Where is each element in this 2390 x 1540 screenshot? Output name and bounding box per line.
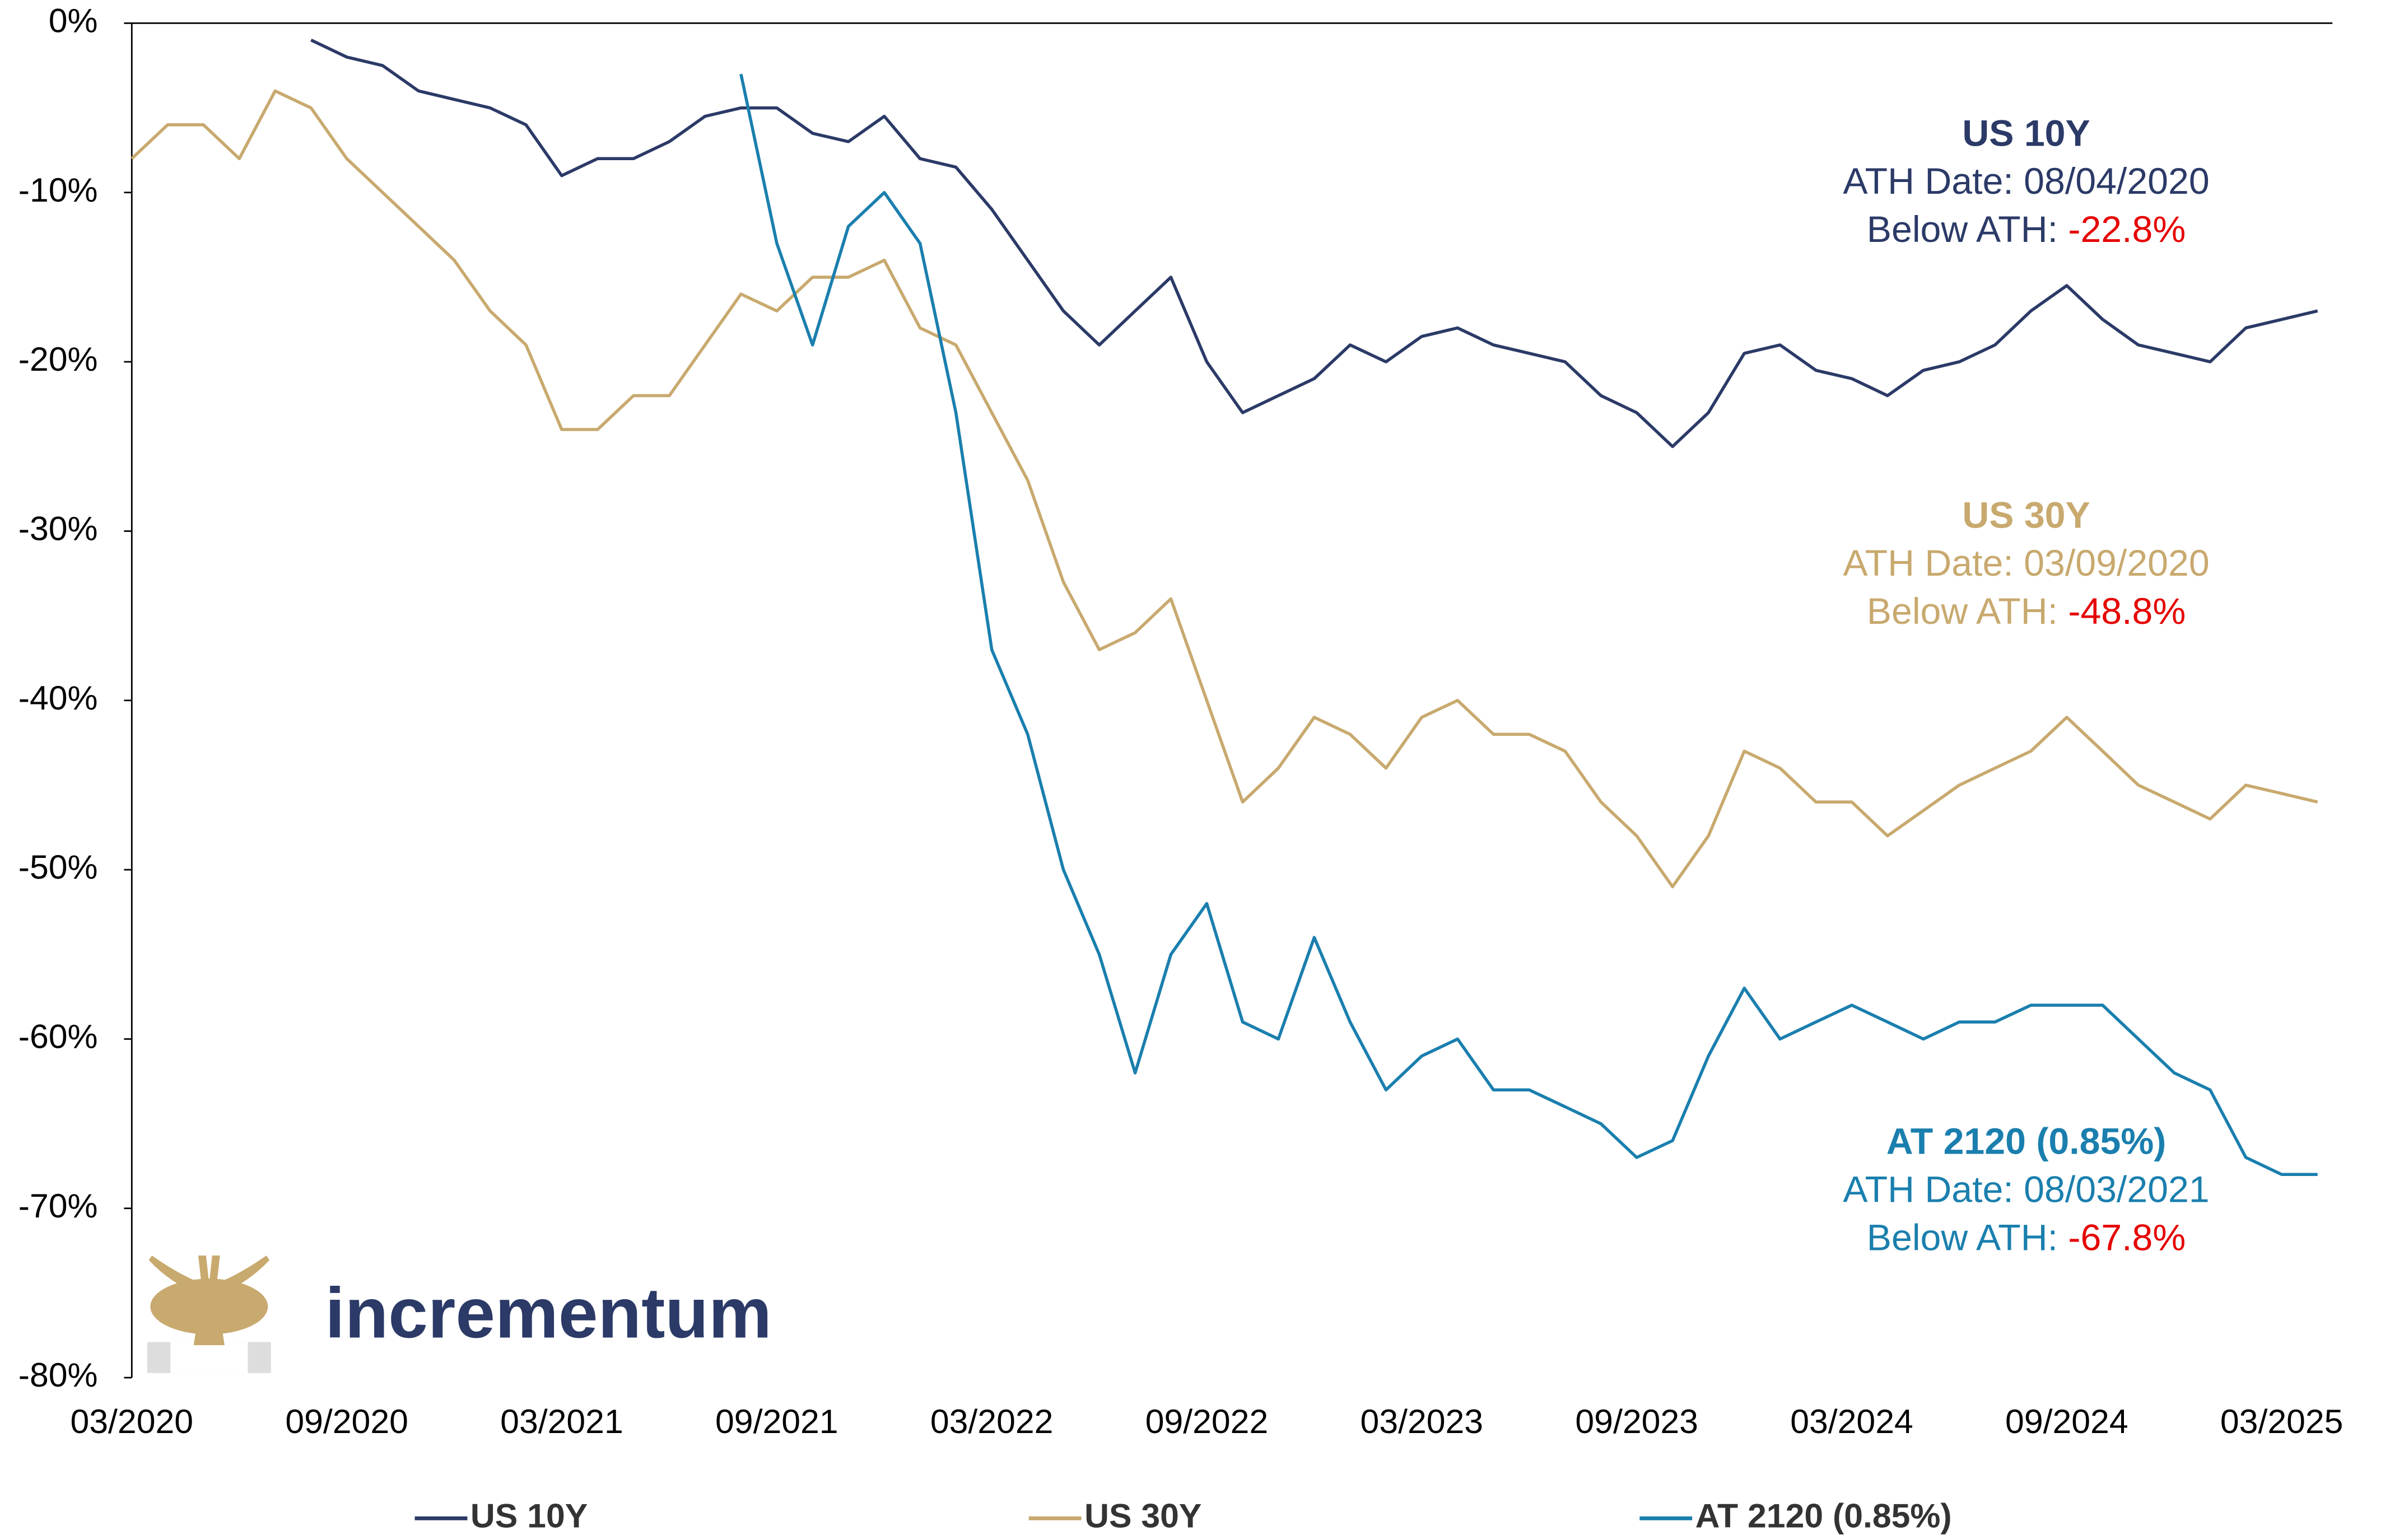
x-tick-label: 03/2021 xyxy=(500,1402,623,1440)
x-tick-label: 09/2022 xyxy=(1145,1402,1269,1440)
y-tick-label: -80% xyxy=(18,1356,98,1394)
y-tick-label: -30% xyxy=(18,509,98,547)
annotation-date: ATH Date: 08/04/2020 xyxy=(1843,161,2209,202)
x-tick-label: 03/2024 xyxy=(1790,1402,1913,1440)
below-label: Below ATH: xyxy=(1867,591,2068,632)
annotation-below: Below ATH: -22.8% xyxy=(1867,209,2186,250)
y-tick-label: 0% xyxy=(49,1,98,39)
below-value: -67.8% xyxy=(2068,1217,2186,1258)
logo-text: incrementum xyxy=(325,1273,771,1353)
y-tick-label: -70% xyxy=(18,1187,98,1225)
legend-label: US 10Y xyxy=(470,1496,588,1534)
y-tick-label: -50% xyxy=(18,848,98,886)
y-tick-label: -20% xyxy=(18,340,98,378)
series-line xyxy=(131,89,2318,889)
annotation-below: Below ATH: -48.8% xyxy=(1867,591,2186,632)
series-line xyxy=(310,39,2318,449)
x-tick-label: 09/2020 xyxy=(285,1402,408,1440)
logo-base-gap xyxy=(170,1342,248,1373)
annotation-below: Below ATH: -67.8% xyxy=(1867,1217,2186,1258)
x-tick-label: 03/2023 xyxy=(1361,1402,1484,1440)
below-value: -48.8% xyxy=(2068,591,2186,632)
series-line xyxy=(739,73,2318,1177)
legend-label: AT 2120 (0.85%) xyxy=(1695,1496,1952,1534)
x-tick-label: 03/2022 xyxy=(930,1402,1054,1440)
legend-label: US 30Y xyxy=(1084,1496,1201,1534)
below-label: Below ATH: xyxy=(1867,209,2068,250)
logo-crown xyxy=(150,1278,268,1334)
annotation-title: US 10Y xyxy=(1962,113,2090,154)
y-tick-label: -10% xyxy=(18,171,98,209)
annotation-title: US 30Y xyxy=(1962,494,2090,536)
x-tick-label: 09/2021 xyxy=(715,1402,838,1440)
below-label: Below ATH: xyxy=(1867,1217,2068,1258)
annotation-title: AT 2120 (0.85%) xyxy=(1886,1121,2167,1163)
logo: incrementum xyxy=(147,1255,772,1373)
annotation-date: ATH Date: 08/03/2021 xyxy=(1843,1169,2209,1210)
x-tick-label: 09/2024 xyxy=(2005,1402,2128,1440)
annotation-date: ATH Date: 03/09/2020 xyxy=(1843,543,2209,584)
y-tick-label: -40% xyxy=(18,679,98,717)
x-tick-label: 03/2025 xyxy=(2220,1402,2344,1440)
x-tick-label: 03/2020 xyxy=(71,1402,194,1440)
below-value: -22.8% xyxy=(2068,209,2186,250)
x-tick-label: 09/2023 xyxy=(1575,1402,1698,1440)
y-tick-label: -60% xyxy=(18,1017,98,1055)
